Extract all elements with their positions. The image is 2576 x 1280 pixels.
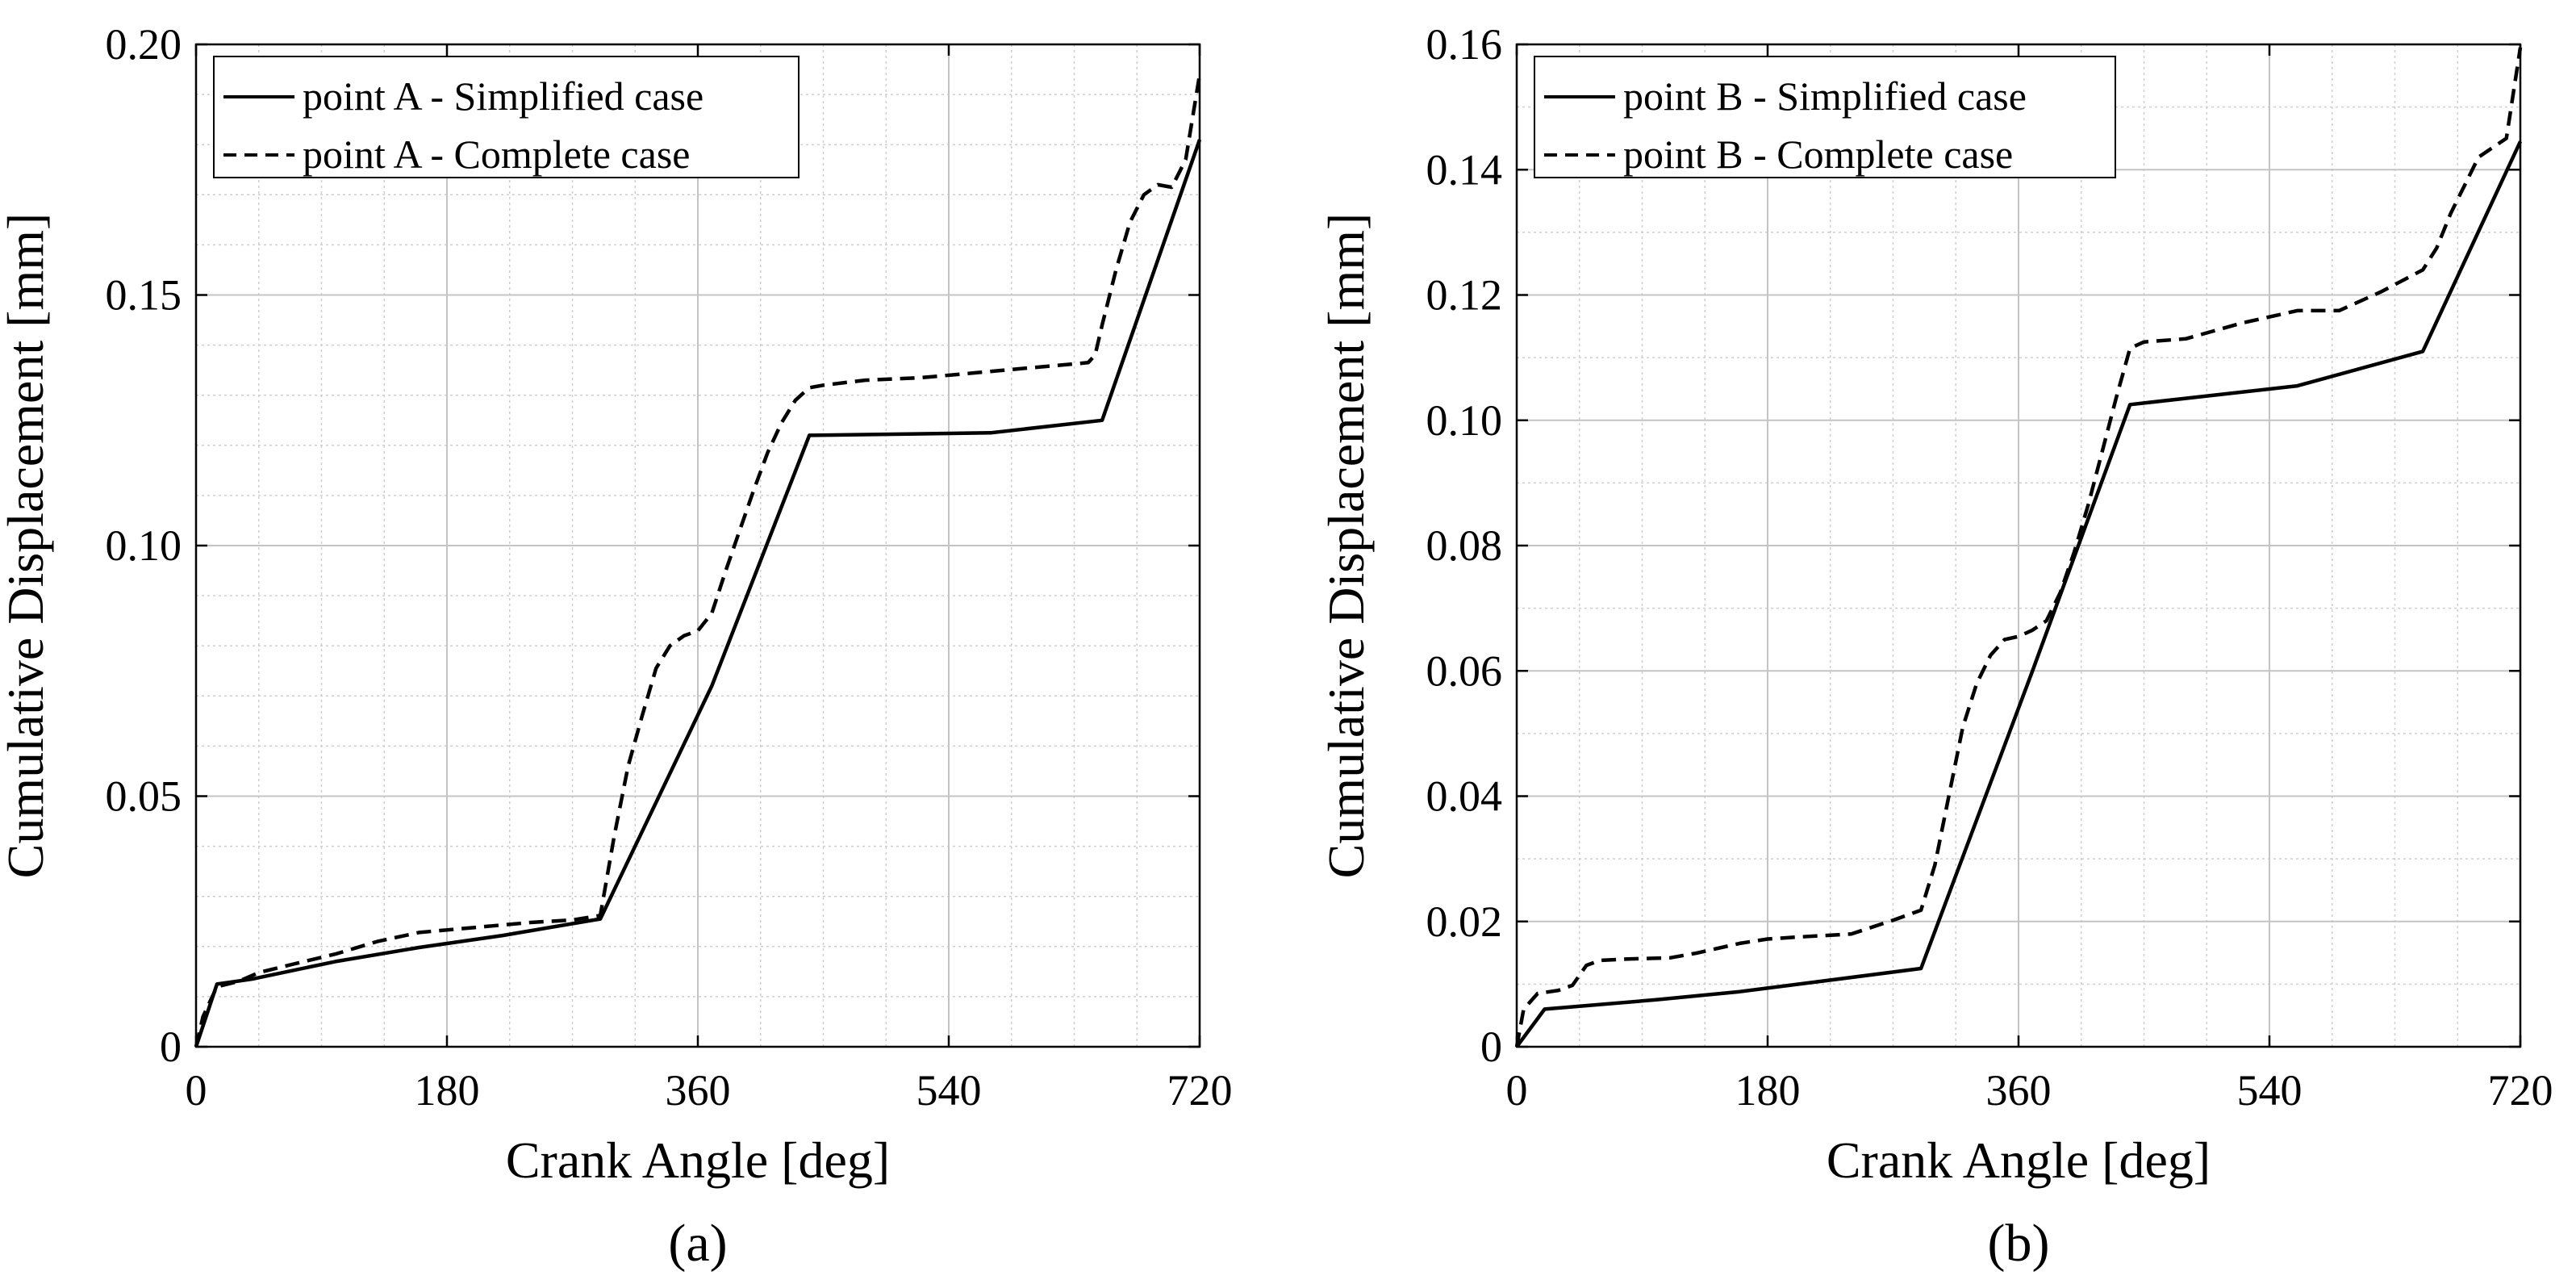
chart-panel-b: 0 180 360 540 720 0 0.02 0.04 0.06 0.08 0.10 0.12 0.…	[1317, 20, 2553, 1273]
x-tick-label: 540	[2237, 1066, 2303, 1115]
major-grid	[1517, 44, 2520, 1047]
x-axis-label: Crank Angle [deg]	[506, 1132, 890, 1189]
x-tick-label: 180	[415, 1066, 480, 1115]
tick-marks	[194, 43, 1201, 1048]
legend-label-simplified: point A - Simplified case	[303, 73, 703, 119]
y-axis-label: Cumulative Displacement [mm]	[1317, 213, 1375, 879]
x-tick-label: 720	[2488, 1066, 2553, 1115]
y-tick-label: 0.10	[106, 521, 182, 570]
legend: point A - Simplified case point A - Comp…	[213, 56, 800, 178]
x-tick-label: 0	[186, 1066, 207, 1115]
panel-label-b: (b)	[1988, 1214, 2050, 1273]
major-grid	[196, 44, 1200, 1047]
y-tick-label: 0.12	[1426, 271, 1503, 320]
y-tick-label: 0.06	[1426, 646, 1503, 695]
y-tick-label: 0	[1480, 1023, 1502, 1071]
series-layer	[1514, 47, 2523, 1048]
series-line-complete	[194, 73, 1202, 1048]
series-layer	[194, 73, 1202, 1048]
x-tick-label: 180	[1735, 1066, 1801, 1115]
x-tick-label: 720	[1167, 1066, 1233, 1115]
y-tick-label: 0.20	[106, 20, 182, 69]
x-tick-label: 360	[666, 1066, 731, 1115]
y-tick-label: 0.04	[1426, 772, 1503, 821]
legend-label-simplified: point B - Simplified case	[1623, 73, 2027, 119]
tick-labels: 0 180 360 540 720 0 0.05 0.10 0.15 0.20	[106, 20, 1233, 1115]
y-tick-label: 0.10	[1426, 396, 1503, 445]
tick-labels: 0 180 360 540 720 0 0.02 0.04 0.06 0.08 0.10 0.12 0.…	[1426, 20, 2553, 1115]
chart-panel-a: 0 180 360 540 720 0 0.05 0.10 0.15 0.20 point A -…	[0, 20, 1233, 1273]
y-tick-label: 0.02	[1426, 897, 1503, 946]
y-tick-label: 0.08	[1426, 521, 1503, 570]
panel-label-a: (a)	[668, 1214, 727, 1273]
y-axis-label: Cumulative Displacement [mm]	[0, 213, 54, 879]
minor-grid	[1517, 44, 2520, 1047]
tick-marks	[1515, 43, 2522, 1048]
y-tick-label: 0.15	[106, 271, 182, 320]
legend: point B - Simplified case point B - Comp…	[1534, 56, 2116, 178]
x-tick-label: 540	[916, 1066, 982, 1115]
legend-box	[1534, 56, 2116, 178]
y-tick-label: 0	[160, 1023, 182, 1071]
y-tick-label: 0.14	[1426, 145, 1503, 194]
x-tick-label: 360	[1986, 1066, 2052, 1115]
legend-label-complete: point A - Complete case	[303, 132, 690, 177]
x-tick-label: 0	[1506, 1066, 1528, 1115]
legend-box	[213, 56, 800, 178]
y-tick-label: 0.05	[106, 772, 182, 821]
legend-label-complete: point B - Complete case	[1623, 132, 2013, 177]
x-axis-label: Crank Angle [deg]	[1827, 1132, 2211, 1189]
minor-grid	[196, 44, 1200, 1047]
y-tick-label: 0.16	[1426, 20, 1503, 69]
series-line-simplified	[1515, 140, 2523, 1048]
